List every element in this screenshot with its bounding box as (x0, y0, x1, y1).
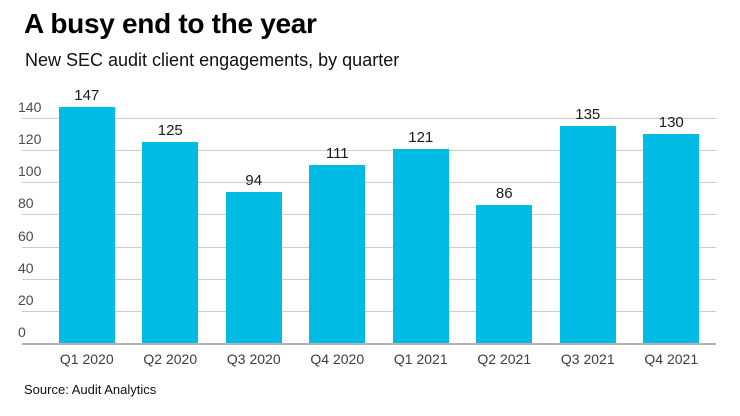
gridline (22, 278, 716, 280)
bar-value-label: 147 (74, 86, 100, 104)
y-tick-label: 80 (18, 195, 34, 212)
gridline (22, 118, 716, 119)
gridline (22, 310, 716, 312)
y-tick-label: 120 (18, 131, 42, 148)
gridline (22, 150, 716, 152)
x-tick-label: Q2 2021 (477, 351, 532, 367)
gridline (22, 182, 716, 184)
x-tick-label: Q4 2021 (644, 351, 699, 367)
bar-value-label: 111 (325, 144, 349, 162)
y-tick-label: 140 (18, 99, 42, 115)
x-tick-label: Q3 2020 (226, 351, 281, 367)
bar-value-label: 130 (658, 114, 684, 132)
bar-value-label: 125 (157, 122, 183, 140)
x-tick-label: Q4 2020 (310, 351, 365, 367)
bar (225, 191, 282, 343)
bar (142, 142, 199, 343)
chart-title: A busy end to the year (24, 8, 317, 39)
chart-subtitle: New SEC audit client engagements, by qua… (25, 50, 400, 70)
bar (58, 106, 115, 343)
bar-value-label: 121 (408, 128, 434, 146)
y-tick-label: 20 (18, 291, 34, 308)
gridline (22, 214, 716, 216)
bar-value-label: 86 (495, 184, 513, 202)
source-note: Source: Audit Analytics (24, 382, 157, 397)
bar (476, 204, 533, 343)
bar (559, 126, 616, 343)
x-tick-label: Q1 2021 (393, 351, 448, 367)
gridline (22, 246, 716, 248)
x-tick-label: Q1 2020 (59, 351, 114, 367)
y-tick-label: 0 (18, 324, 26, 340)
y-tick-label: 60 (18, 227, 34, 244)
x-tick-label: Q3 2021 (560, 351, 615, 367)
bar (309, 164, 366, 343)
x-tick-label: Q2 2020 (143, 351, 198, 367)
bar-value-label: 135 (575, 106, 601, 124)
bar-value-label: 94 (245, 171, 263, 189)
bar (643, 134, 700, 343)
x-axis-line (22, 343, 716, 345)
y-tick-label: 100 (18, 163, 42, 180)
y-tick-label: 40 (18, 259, 34, 276)
bar (392, 148, 449, 343)
